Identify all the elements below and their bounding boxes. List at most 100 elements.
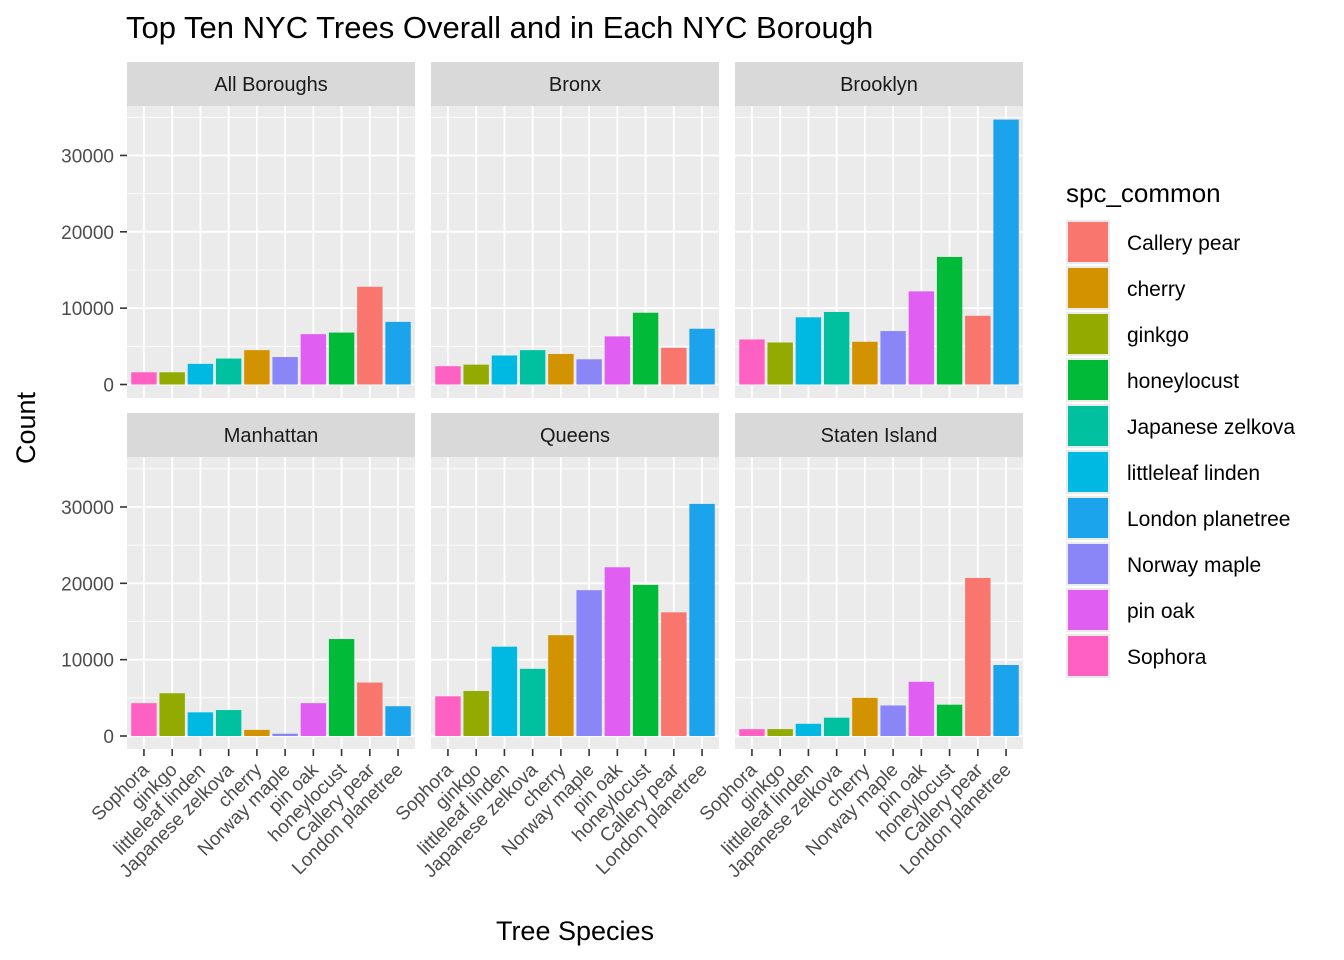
facet-strip-label: All Boroughs [214,74,327,96]
legend-swatch [1068,452,1108,492]
bar-cherry [244,350,270,385]
legend-item-cherry: cherry [1066,266,1186,310]
y-tick-label: 10000 [61,651,114,672]
bar-callery-pear [357,286,383,385]
legend-label: ginkgo [1127,324,1189,347]
bar-cherry [548,353,574,385]
bar-norway-maple [880,331,906,385]
y-tick-label: 30000 [61,146,114,167]
bar-honeylocust [632,312,659,385]
facet-strip [735,62,1023,106]
legend-swatch [1068,498,1108,538]
facet-strip [127,413,415,457]
bar-japanese-zelkova [519,668,546,736]
bar-sophora [739,729,765,736]
bar-cherry [852,697,878,736]
bar-ginkgo [767,729,793,736]
bar-cherry [852,341,878,385]
bar-japanese-zelkova [823,311,850,385]
legend-item-pin-oak: pin oak [1066,588,1195,632]
legend-swatch [1068,268,1108,308]
facet-bronx: Bronx [431,62,719,398]
bar-ginkgo [159,372,185,385]
y-tick-label: 30000 [61,498,114,519]
bar-littleleaf-linden [187,712,214,736]
legend-swatch [1068,314,1108,354]
legend-label: Callery pear [1127,232,1240,255]
bar-littleleaf-linden [491,646,518,736]
bar-sophora [131,372,157,385]
bar-cherry [548,635,574,736]
bar-pin-oak [300,334,327,385]
bar-london-planetree [689,503,715,736]
bar-littleleaf-linden [187,363,214,385]
legend-title: spc_common [1066,178,1221,208]
facet-strip [431,62,719,106]
facet-strip [431,413,719,457]
facet-brooklyn: Brooklyn [735,62,1023,398]
bar-cherry [244,729,270,736]
facet-staten-island: Staten Island [735,413,1023,749]
x-axis-label: Tree Species [496,916,654,946]
bar-callery-pear [965,315,991,385]
bar-littleleaf-linden [491,355,518,385]
y-tick-label: 10000 [61,299,114,320]
legend-item-london-planetree: London planetree [1066,496,1290,540]
bar-callery-pear [661,347,687,385]
legend-swatch [1068,222,1108,262]
y-tick-label: 20000 [61,574,114,595]
bar-honeylocust [328,639,355,736]
bar-london-planetree [385,321,411,385]
legend-swatch [1068,590,1108,630]
bar-callery-pear [965,577,991,736]
legend-label: Sophora [1127,646,1207,669]
bar-pin-oak [300,703,327,736]
legend-item-norway-maple: Norway maple [1066,542,1261,586]
facet-strip-label: Brooklyn [840,74,918,96]
bar-pin-oak [604,567,631,736]
legend-label: honeylocust [1127,370,1239,393]
facet-strip-label: Manhattan [224,425,319,447]
facet-manhattan: Manhattan [127,413,415,749]
legend-swatch [1068,360,1108,400]
bar-london-planetree [993,664,1019,736]
bar-norway-maple [576,590,602,736]
bar-pin-oak [908,291,935,385]
bar-honeylocust [632,584,659,736]
legend-item-sophora: Sophora [1066,634,1207,678]
legend-label: pin oak [1127,600,1195,623]
facet-strip [735,413,1023,457]
legend: spc_common Callery pear cherry ginkgo honey… [1066,178,1295,678]
legend-label: littleleaf linden [1127,462,1260,485]
bar-norway-maple [576,359,602,385]
y-axis-1: 0 10000 20000 30000 [61,146,127,397]
facet-panels: All Boroughs Bronx Brooklyn Manhattan Queens… [127,62,1023,749]
bar-honeylocust [328,332,355,385]
bar-littleleaf-linden [795,317,822,385]
bar-norway-maple [272,357,298,385]
bar-sophora [435,366,461,385]
y-tick-label: 20000 [61,223,114,244]
bar-london-planetree [385,706,411,736]
bar-sophora [131,703,157,736]
y-axis-label: Count [11,391,41,464]
facet-strip [127,62,415,106]
chart-title: Top Ten NYC Trees Overall and in Each NY… [126,10,873,45]
facet-queens: Queens [431,413,719,749]
bar-callery-pear [357,682,383,736]
legend-item-ginkgo: ginkgo [1066,312,1189,356]
y-tick-label: 0 [103,376,114,397]
bar-sophora [739,339,765,385]
legend-swatch [1068,406,1108,446]
bar-sophora [435,696,461,736]
legend-label: London planetree [1127,508,1290,531]
legend-item-honeylocust: honeylocust [1066,358,1239,402]
legend-label: Japanese zelkova [1127,416,1295,439]
bar-norway-maple [880,705,906,736]
legend-swatch [1068,636,1108,676]
bar-japanese-zelkova [519,350,546,385]
legend-item-callery-pear: Callery pear [1066,220,1240,264]
